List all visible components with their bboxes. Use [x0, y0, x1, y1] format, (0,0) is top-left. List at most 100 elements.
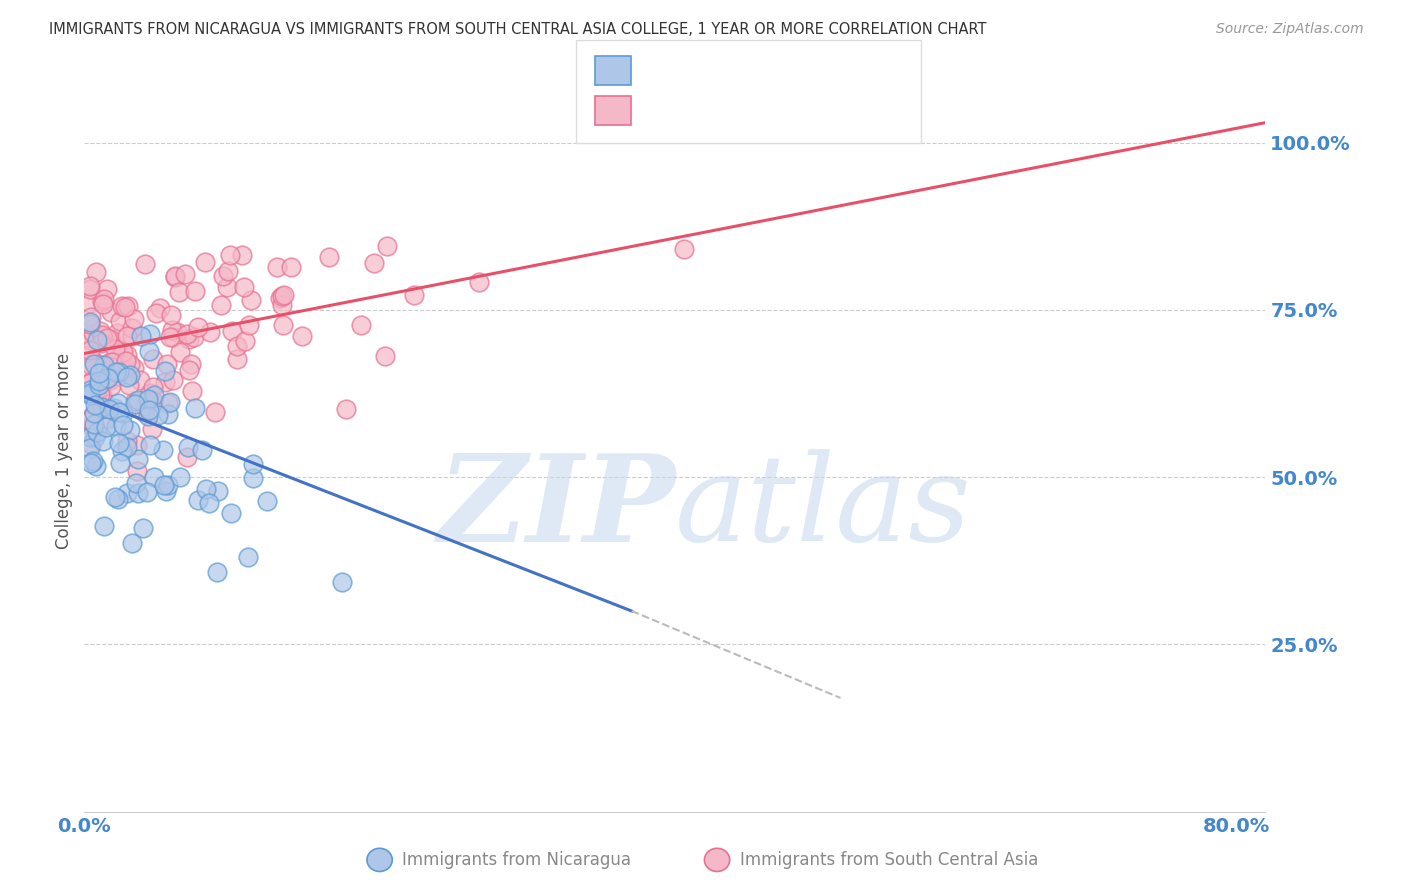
Point: [375, 239, 398, 253]
Text: atlas: atlas: [675, 450, 972, 567]
Point: [135, 484, 157, 499]
Point: [89, 381, 111, 395]
Point: [83, 398, 105, 412]
Point: [93, 330, 115, 344]
Point: [134, 257, 156, 271]
Point: [79, 430, 101, 444]
Point: [129, 373, 152, 387]
Point: [111, 299, 134, 313]
Point: [103, 354, 125, 368]
Point: [83, 355, 105, 369]
Point: [112, 345, 135, 359]
Point: [87, 366, 110, 380]
Point: [86, 425, 108, 439]
Point: [122, 361, 145, 376]
Point: [280, 260, 302, 275]
Point: [125, 476, 148, 491]
Text: ZIP: ZIP: [437, 449, 675, 567]
Point: [79, 386, 101, 401]
Point: [87, 357, 110, 371]
Point: [163, 269, 186, 284]
Point: [104, 490, 127, 504]
Point: [104, 343, 127, 357]
Point: [332, 575, 354, 590]
Point: [79, 333, 101, 347]
Point: [89, 382, 111, 396]
Point: [145, 306, 167, 320]
Point: [273, 288, 295, 302]
Point: [90, 388, 112, 402]
Point: [127, 392, 149, 407]
Point: [181, 384, 204, 398]
Point: [100, 361, 122, 376]
Point: [134, 400, 156, 414]
Point: [291, 329, 314, 343]
Point: [160, 308, 183, 322]
Point: [86, 333, 108, 347]
Point: [176, 450, 198, 464]
Point: [115, 434, 138, 449]
Point: [80, 456, 103, 470]
Point: [232, 280, 254, 294]
Point: [142, 352, 165, 367]
Point: [111, 444, 134, 458]
Point: [84, 265, 107, 279]
Point: [404, 288, 426, 302]
Point: [233, 334, 256, 348]
Point: [96, 420, 118, 434]
Point: [139, 386, 162, 401]
Point: [179, 362, 201, 376]
Point: [162, 330, 184, 344]
Point: [107, 356, 129, 370]
Point: [93, 293, 115, 307]
Point: [110, 348, 132, 362]
Point: [115, 329, 138, 343]
Point: [141, 422, 163, 436]
Point: [117, 370, 139, 384]
Point: [103, 401, 125, 415]
Point: [96, 282, 118, 296]
Point: [335, 402, 357, 417]
Point: [184, 401, 207, 416]
Point: [112, 362, 135, 376]
Point: [118, 368, 141, 382]
Point: [89, 324, 111, 338]
Point: [187, 319, 209, 334]
Point: [96, 331, 118, 345]
Point: [100, 373, 122, 387]
Point: [79, 383, 101, 397]
Text: Immigrants from Nicaragua: Immigrants from Nicaragua: [402, 851, 631, 869]
Point: [138, 402, 160, 417]
Point: [91, 401, 114, 416]
Point: [218, 248, 240, 262]
Point: [271, 318, 294, 333]
Point: [157, 478, 180, 492]
Point: [155, 364, 177, 378]
Point: [91, 294, 114, 309]
Point: [105, 366, 128, 380]
Point: [197, 496, 219, 510]
Point: [217, 264, 239, 278]
Point: [100, 305, 122, 319]
Point: [271, 289, 294, 303]
Point: [94, 412, 117, 426]
Point: [108, 456, 131, 470]
Point: [238, 550, 260, 565]
Point: [118, 377, 141, 392]
Point: [138, 343, 160, 358]
Point: [89, 387, 111, 401]
Point: [160, 323, 183, 337]
Point: [90, 336, 112, 351]
Point: [142, 469, 165, 483]
Point: [166, 326, 188, 340]
Point: [191, 442, 214, 457]
Point: [350, 318, 373, 333]
Point: [94, 359, 117, 374]
Point: [82, 454, 104, 468]
Point: [127, 452, 149, 467]
Point: [108, 313, 131, 327]
Point: [238, 318, 260, 333]
Point: [107, 396, 129, 410]
Point: [240, 293, 263, 307]
Point: [124, 312, 146, 326]
